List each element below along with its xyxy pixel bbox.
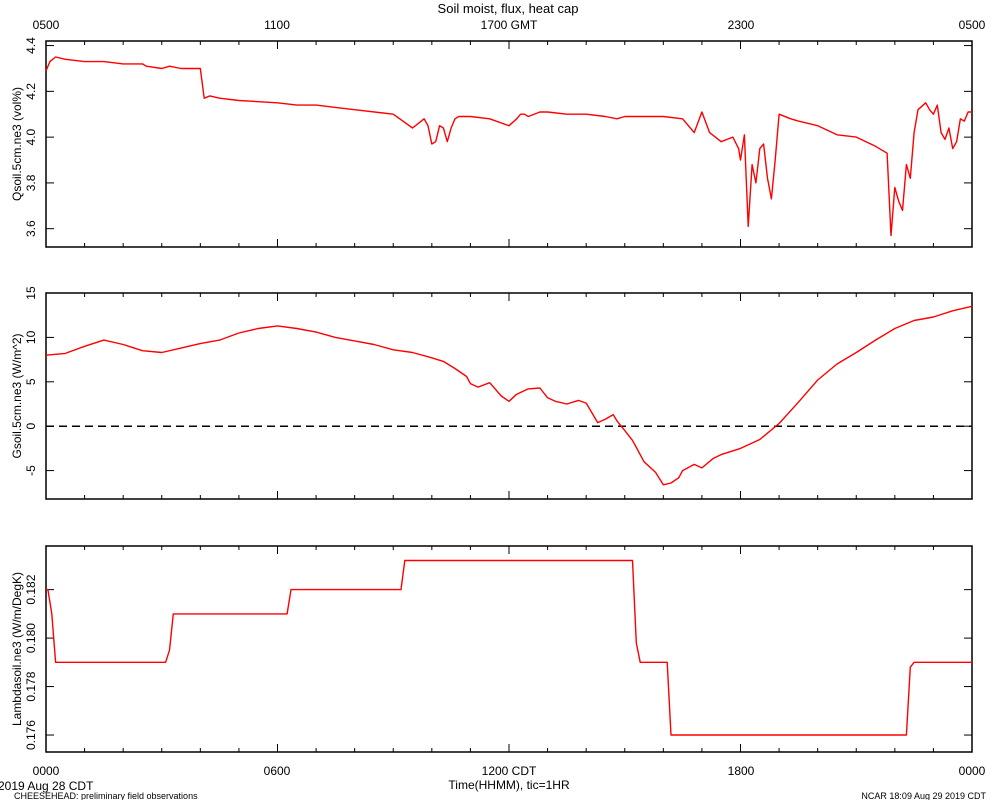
top-tick-label: 0500: [33, 18, 60, 32]
panel-2: -5 0 5 10 15 Gsoil.5cm.ne3 (W/m^2): [10, 286, 973, 500]
bottom-tick-label: 0000: [959, 764, 986, 778]
bottom-time-axis: 0000 0600 1200 CDT 1800 0000 Time(HHMM),…: [33, 764, 986, 792]
y-axis-label: Lambdasoil.ne3 (W/m/DegK): [10, 572, 24, 726]
plot-frame: [45, 545, 973, 753]
figure-title: Soil moist, flux, heat cap: [438, 1, 579, 16]
plot-frame: [45, 292, 973, 500]
top-tick-label: 1100: [264, 18, 290, 32]
top-time-axis: 0500 1100 1700 GMT 2300 0500: [33, 18, 986, 32]
y-tick-label: 15: [24, 286, 38, 300]
panel-1: 3.6 3.8 4.0 4.2 4.4 Qsoil.5cm.ne3 (vol%): [10, 37, 973, 248]
y-tick-label: 10: [24, 330, 38, 344]
x-axis-label: Time(HHMM), tic=1HR: [448, 778, 570, 792]
y-tick-label: 0.178: [24, 671, 38, 701]
y-tick-label: -5: [24, 465, 38, 476]
bottom-tick-label: 0600: [264, 764, 291, 778]
y-axis-label: Gsoil.5cm.ne3 (W/m^2): [10, 334, 24, 459]
y-tick-label: 3.6: [24, 220, 38, 237]
y-tick-label: 4.4: [24, 37, 38, 54]
top-tick-label: 0500: [959, 18, 986, 32]
series-line: [45, 56, 972, 237]
bottom-tick-label: 0000: [33, 764, 60, 778]
y-tick-label: 4.2: [24, 83, 38, 100]
y-tick-label: 0.180: [24, 623, 38, 653]
y-axis-label: Qsoil.5cm.ne3 (vol%): [10, 87, 24, 201]
y-tick-label: 5: [24, 378, 38, 385]
series-line: [46, 559, 972, 736]
plot-frame: [45, 40, 973, 248]
bottom-tick-label: 1800: [728, 764, 755, 778]
bottom-tick-label: 1200 CDT: [482, 764, 537, 778]
y-tick-label: 3.8: [24, 174, 38, 191]
y-tick-label: 0.176: [24, 720, 38, 750]
top-tick-label: 1700 GMT: [481, 18, 538, 32]
y-tick-label: 0.182: [24, 574, 38, 604]
top-tick-label: 2300: [728, 18, 755, 32]
footer-date: 2019 Aug 28 CDT: [0, 779, 94, 793]
footer-project: CHEESEHEAD: preliminary field observatio…: [14, 791, 198, 800]
y-tick-label: 4.0: [24, 128, 38, 145]
y-tick-label: 0: [24, 423, 38, 430]
footer-stamp: NCAR 18:09 Aug 29 2019 CDT: [861, 791, 986, 800]
series-line: [45, 305, 973, 486]
